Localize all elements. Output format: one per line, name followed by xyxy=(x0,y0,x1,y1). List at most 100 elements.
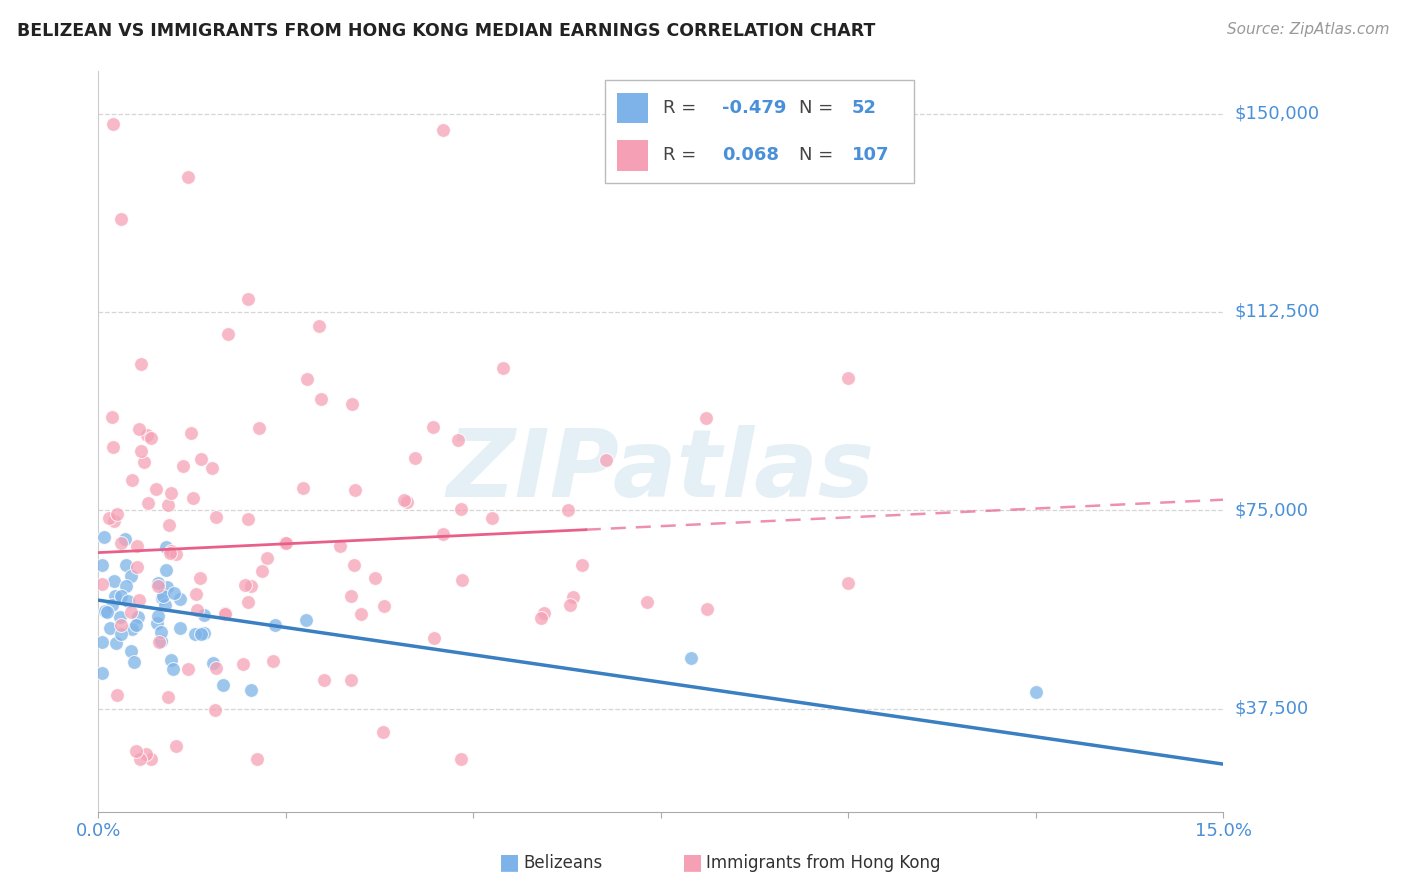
Point xyxy=(177,662,200,676)
Point xyxy=(264,618,287,632)
Point xyxy=(250,565,273,579)
Text: BELIZEAN VS IMMIGRANTS FROM HONG KONG MEDIAN EARNINGS CORRELATION CHART: BELIZEAN VS IMMIGRANTS FROM HONG KONG ME… xyxy=(17,22,876,40)
Point xyxy=(558,598,581,612)
Point xyxy=(157,518,180,533)
Point xyxy=(105,688,128,702)
Point xyxy=(115,558,138,573)
Text: 52: 52 xyxy=(852,99,877,117)
Point xyxy=(108,609,131,624)
Point xyxy=(214,607,236,622)
Point xyxy=(274,536,297,550)
Point xyxy=(256,551,278,566)
Text: N =: N = xyxy=(800,99,834,117)
Point xyxy=(160,653,183,667)
Text: $75,000: $75,000 xyxy=(1234,501,1309,519)
Point xyxy=(103,117,125,131)
Point xyxy=(172,458,194,473)
Point xyxy=(423,631,446,645)
Point xyxy=(837,371,859,385)
Point xyxy=(121,605,143,619)
Point xyxy=(103,440,125,454)
Text: $150,000: $150,000 xyxy=(1234,104,1319,123)
Point xyxy=(238,512,260,526)
Point xyxy=(557,503,579,517)
Point xyxy=(249,421,271,435)
Point xyxy=(329,539,352,553)
Point xyxy=(148,576,170,591)
FancyBboxPatch shape xyxy=(617,140,648,170)
Point xyxy=(190,627,212,641)
Point xyxy=(160,543,183,558)
Point xyxy=(125,560,148,574)
Point xyxy=(211,678,233,692)
Point xyxy=(120,569,142,583)
Text: Immigrants from Hong Kong: Immigrants from Hong Kong xyxy=(706,855,941,872)
Point xyxy=(100,410,122,425)
Point xyxy=(135,428,157,442)
Point xyxy=(166,739,188,753)
Point xyxy=(114,579,136,593)
Point xyxy=(340,673,363,687)
Point xyxy=(128,752,150,766)
Text: $37,500: $37,500 xyxy=(1234,699,1309,717)
Point xyxy=(110,589,132,603)
Point xyxy=(91,577,114,591)
Point xyxy=(110,627,132,641)
Point xyxy=(125,744,148,758)
Text: Source: ZipAtlas.com: Source: ZipAtlas.com xyxy=(1226,22,1389,37)
Point xyxy=(104,589,127,603)
Point xyxy=(128,422,150,436)
Point xyxy=(562,590,585,604)
Text: ZIPatlas: ZIPatlas xyxy=(447,425,875,517)
Point xyxy=(104,635,127,649)
Point xyxy=(350,607,373,621)
Point xyxy=(695,411,717,425)
Point xyxy=(110,212,132,227)
Point xyxy=(103,514,125,528)
Text: 107: 107 xyxy=(852,146,890,164)
Point xyxy=(125,539,148,553)
Point xyxy=(96,605,118,619)
Point xyxy=(373,725,395,739)
Text: ■: ■ xyxy=(499,853,520,872)
Point xyxy=(392,493,415,508)
Point xyxy=(159,546,181,560)
Point xyxy=(450,573,472,587)
Point xyxy=(145,482,167,496)
Point xyxy=(190,451,212,466)
Point xyxy=(91,665,114,680)
Point xyxy=(232,657,254,672)
Point xyxy=(533,606,555,620)
Point xyxy=(148,635,170,649)
Point xyxy=(150,625,173,640)
Point xyxy=(262,653,284,667)
Point xyxy=(188,571,211,585)
Point xyxy=(180,425,202,440)
Text: $112,500: $112,500 xyxy=(1234,303,1320,321)
Point xyxy=(121,474,143,488)
Point xyxy=(135,747,157,761)
Point xyxy=(163,586,186,600)
Point xyxy=(246,752,269,766)
Point xyxy=(152,589,174,603)
Text: ■: ■ xyxy=(682,853,703,872)
Point xyxy=(308,319,330,334)
Point xyxy=(233,577,256,591)
Point xyxy=(312,673,335,688)
Point xyxy=(148,609,170,624)
Point xyxy=(240,579,263,593)
Text: -0.479: -0.479 xyxy=(723,99,786,117)
Point xyxy=(238,595,260,609)
Point xyxy=(138,496,160,510)
Point xyxy=(309,392,332,406)
Point xyxy=(169,591,191,606)
Point xyxy=(165,547,187,561)
Point xyxy=(139,752,162,766)
Point xyxy=(155,563,177,577)
Point xyxy=(274,536,297,550)
Point xyxy=(114,533,136,547)
Point xyxy=(450,752,472,766)
Point xyxy=(93,530,115,544)
Point xyxy=(105,508,128,522)
Point xyxy=(214,607,236,621)
